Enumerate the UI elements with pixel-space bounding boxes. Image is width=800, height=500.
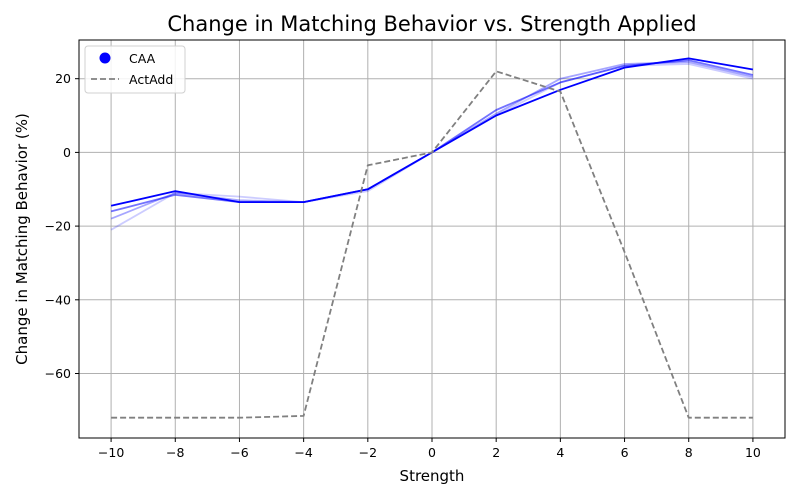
x-tick-label: 4	[556, 445, 564, 460]
y-tick-label: −60	[45, 366, 71, 381]
y-tick-label: −40	[45, 292, 71, 307]
y-axis-label: Change in Matching Behavior (%)	[13, 113, 31, 365]
x-tick-label: −10	[98, 445, 124, 460]
legend-label-caa: CAA	[129, 51, 156, 66]
x-tick-label: 2	[492, 445, 500, 460]
actadd-series-line	[111, 70, 753, 419]
x-tick-label: 6	[621, 445, 629, 460]
legend: CAA ActAdd	[84, 45, 186, 94]
legend-label-actadd: ActAdd	[129, 72, 173, 87]
x-tick-label: −8	[166, 445, 184, 460]
y-tick-label: 0	[63, 145, 71, 160]
y-tick-label: 20	[55, 71, 71, 86]
grid-lines	[79, 40, 785, 438]
x-tick-label: 8	[685, 445, 693, 460]
x-tick-label: 0	[428, 445, 436, 460]
x-tick-label: −2	[359, 445, 377, 460]
chart-title: Change in Matching Behavior vs. Strength…	[167, 12, 696, 36]
x-tick-label: −4	[294, 445, 312, 460]
x-tick-label: −6	[230, 445, 248, 460]
series-lines	[110, 57, 754, 419]
y-tick-label: −20	[45, 219, 71, 234]
legend-marker-caa	[99, 52, 111, 64]
x-tick-label: 10	[745, 445, 761, 460]
x-axis-label: Strength	[400, 467, 465, 485]
